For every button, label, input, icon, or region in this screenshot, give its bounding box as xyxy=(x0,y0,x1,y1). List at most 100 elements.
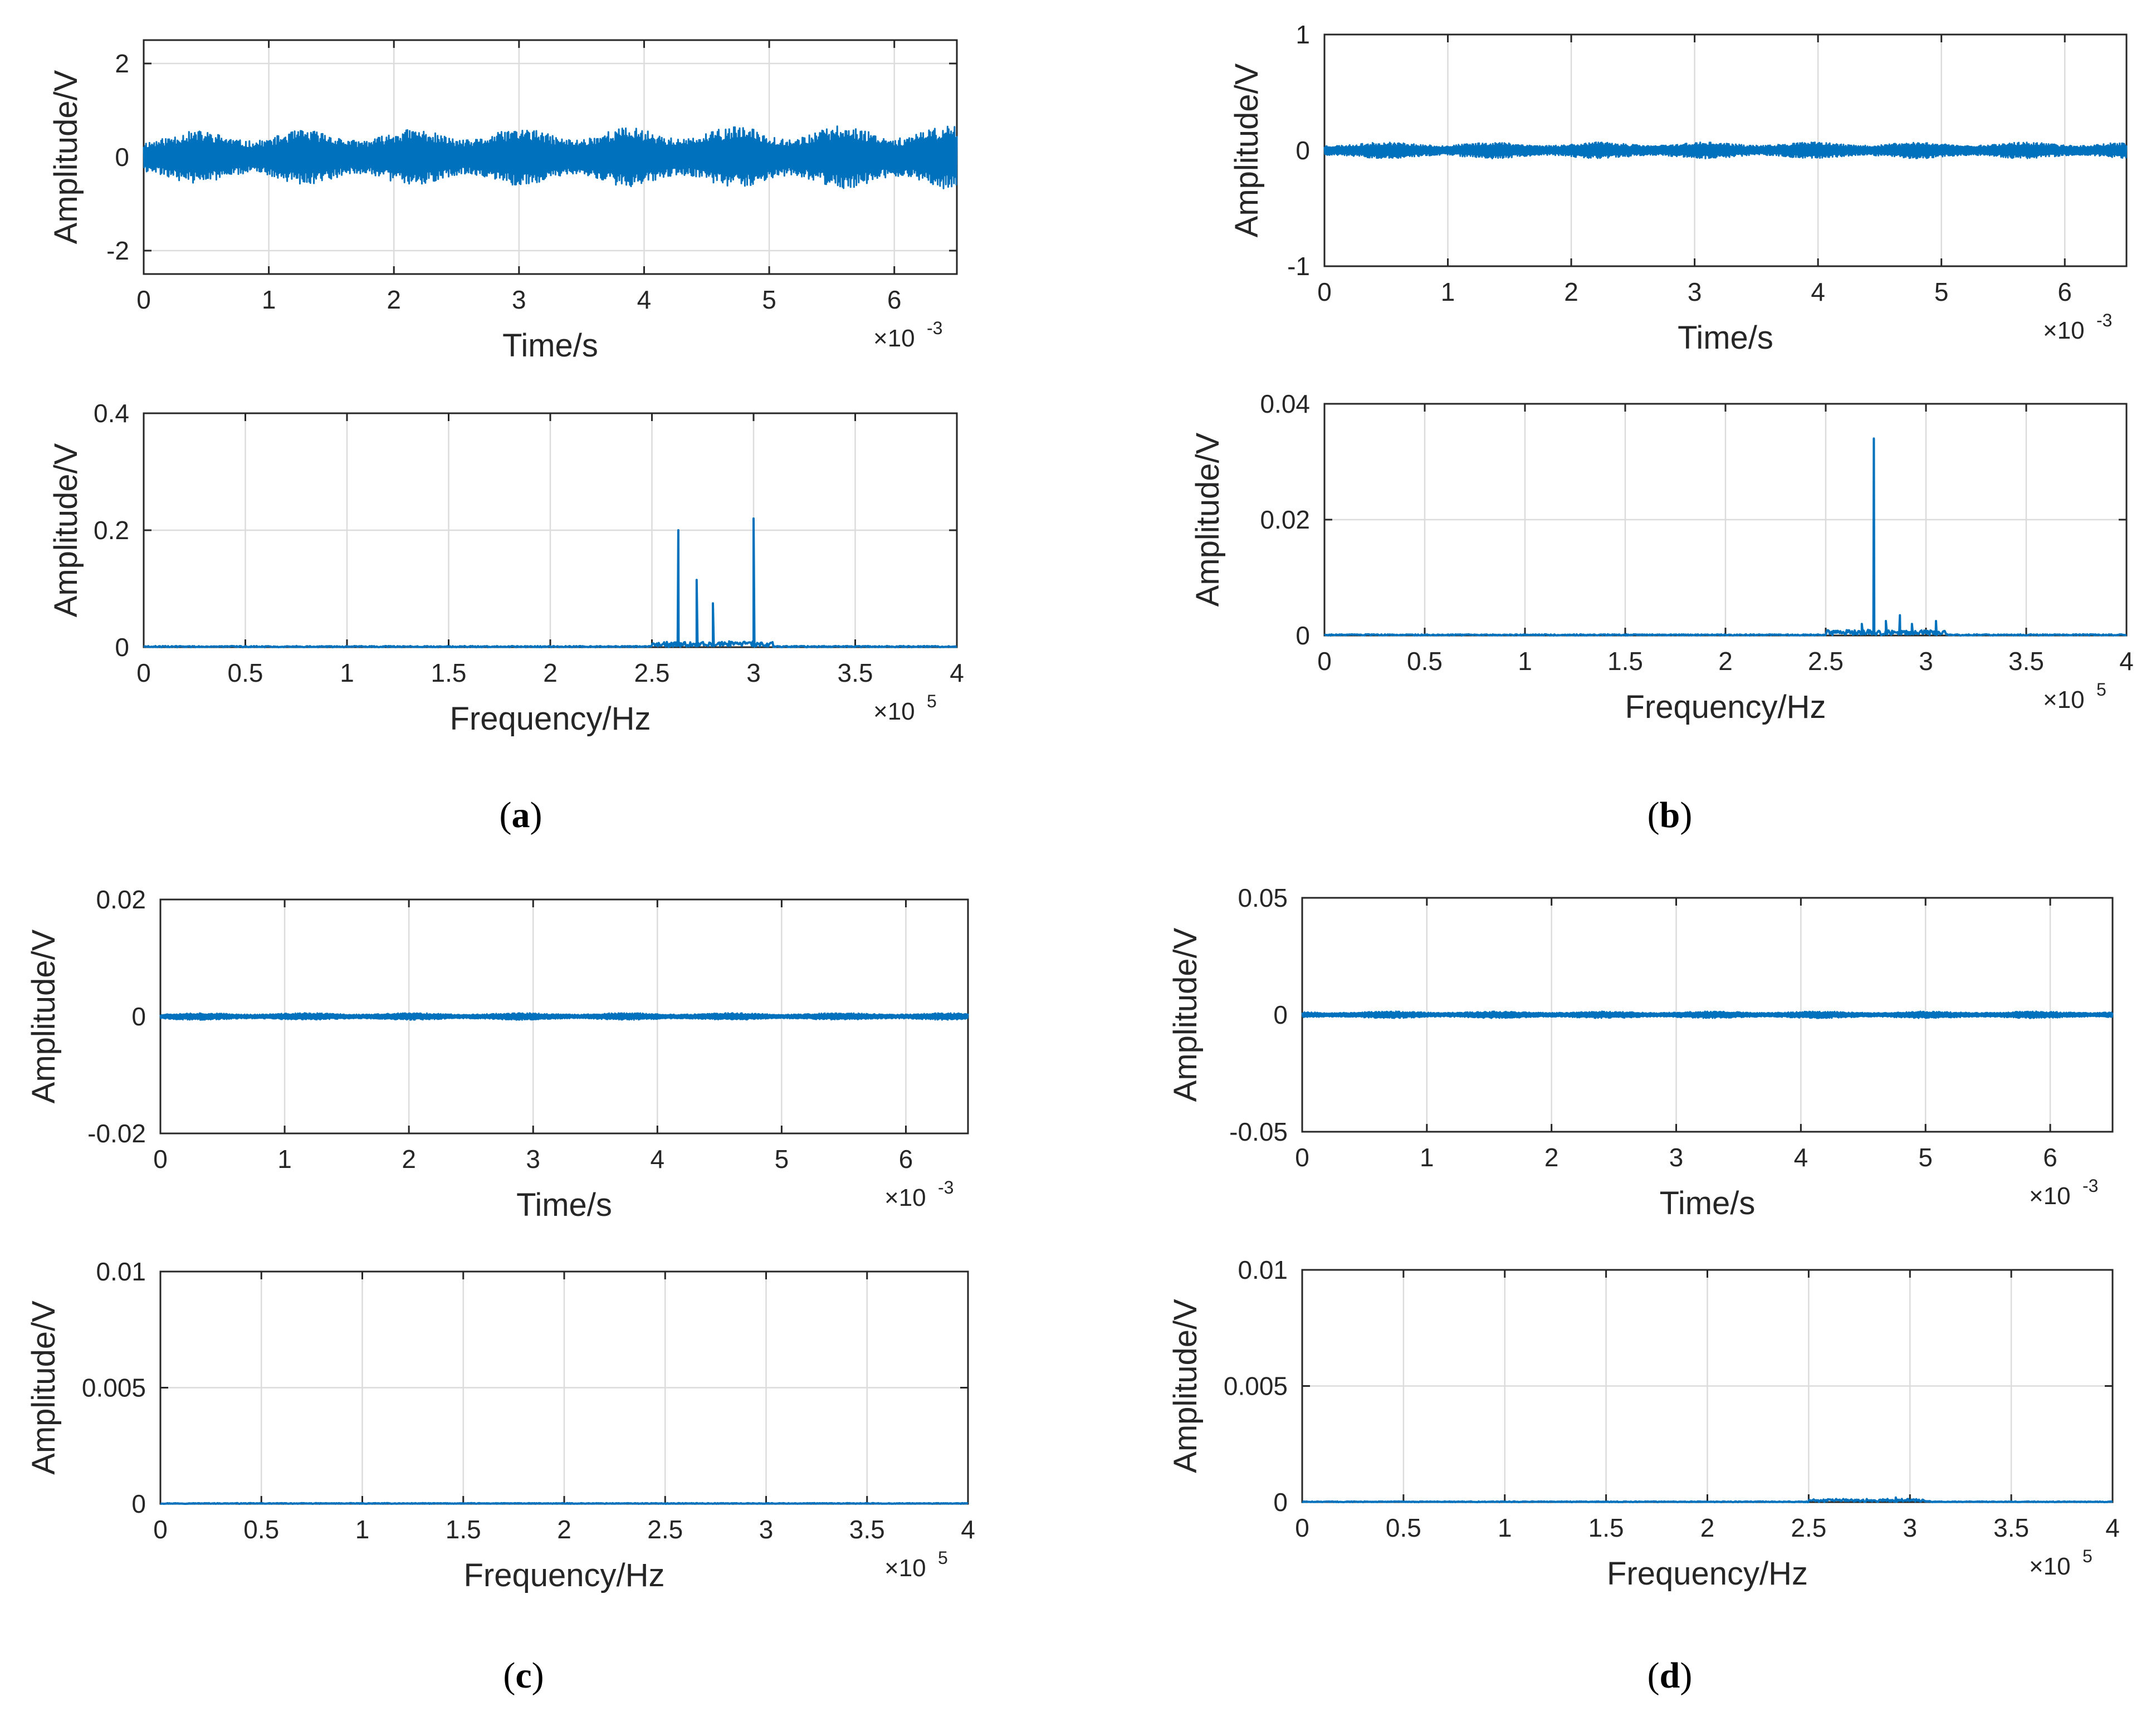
panel-caption: (b) xyxy=(1647,795,1693,835)
x-axis-multiplier-exponent: -3 xyxy=(927,318,942,338)
x-tick-label: 6 xyxy=(2057,277,2072,306)
x-tick-label: 3.5 xyxy=(838,658,873,687)
x-tick-label: 1.5 xyxy=(446,1515,481,1544)
x-axis-multiplier: ×10 xyxy=(884,1184,926,1211)
x-tick-label: 0 xyxy=(136,285,151,314)
x-tick-label: 3 xyxy=(1688,277,1702,306)
x-tick-label: 0 xyxy=(1295,1143,1309,1172)
x-axis-label: Frequency/Hz xyxy=(449,701,651,737)
x-axis-multiplier-exponent: 5 xyxy=(2096,679,2106,700)
panel-caption: (c) xyxy=(503,1655,544,1696)
y-tick-label: 0 xyxy=(1273,1000,1288,1029)
x-tick-label: 2.5 xyxy=(647,1515,683,1544)
x-axis-multiplier: ×10 xyxy=(2029,1553,2071,1580)
x-tick-label: 5 xyxy=(1934,277,1949,306)
x-axis-multiplier-exponent: -3 xyxy=(2082,1176,2098,1196)
y-axis-label: Amplitude/V xyxy=(1190,432,1226,607)
x-tick-label: 2 xyxy=(1718,647,1733,676)
frequency-domain-plot: 0 0.5 1 1.5 2 2.5 3 3.5 4 0 0.02 0.04 Frequency/Hz Am… xyxy=(1190,389,2134,725)
x-axis-multiplier: ×10 xyxy=(873,325,915,352)
y-tick-label: 0.01 xyxy=(1238,1255,1288,1284)
y-tick-label: 0 xyxy=(131,1002,146,1031)
x-tick-label: 1.5 xyxy=(431,658,467,687)
x-tick-label: 0 xyxy=(1295,1513,1309,1542)
x-tick-label: 1 xyxy=(262,285,276,314)
x-tick-label: 1 xyxy=(1498,1513,1512,1542)
x-axis-multiplier-exponent: 5 xyxy=(927,691,937,711)
x-tick-label: 0 xyxy=(136,658,151,687)
x-axis-multiplier: ×10 xyxy=(873,698,915,725)
x-tick-label: 3 xyxy=(1919,647,1933,676)
spectrum-line xyxy=(160,1502,969,1505)
y-tick-label: 0 xyxy=(115,633,129,662)
x-axis-multiplier: ×10 xyxy=(884,1554,926,1582)
y-tick-label: 0.05 xyxy=(1238,883,1288,912)
x-tick-label: 3 xyxy=(746,658,761,687)
panel-caption: (d) xyxy=(1647,1655,1693,1696)
x-axis-multiplier-exponent: 5 xyxy=(2082,1546,2093,1566)
x-tick-label: 3 xyxy=(1903,1513,1917,1542)
y-tick-label: 0.02 xyxy=(1260,505,1310,534)
x-axis-label: Frequency/Hz xyxy=(463,1557,664,1593)
x-tick-label: 5 xyxy=(1918,1143,1933,1172)
x-tick-label: 2 xyxy=(1700,1513,1715,1542)
x-axis-multiplier-exponent: -3 xyxy=(2096,310,2112,330)
spectrum-line xyxy=(1324,437,2127,637)
x-tick-label: 2 xyxy=(1544,1143,1559,1172)
x-tick-label: 1 xyxy=(1441,277,1455,306)
x-tick-label: 1 xyxy=(277,1145,292,1174)
x-tick-label: 1 xyxy=(355,1515,370,1544)
x-tick-label: 2.5 xyxy=(634,658,670,687)
x-tick-label: 0.5 xyxy=(228,658,263,687)
x-tick-label: 4 xyxy=(2105,1513,2120,1542)
y-tick-label: 0.01 xyxy=(96,1257,146,1286)
y-axis-label: Amplitude/V xyxy=(1229,63,1265,237)
x-tick-label: 2 xyxy=(1564,277,1578,306)
x-tick-label: 2 xyxy=(387,285,401,314)
x-axis-label: Time/s xyxy=(1678,320,1773,356)
y-axis-label: Amplitude/V xyxy=(48,70,84,244)
x-tick-label: 6 xyxy=(887,285,902,314)
x-tick-label: 3 xyxy=(759,1515,774,1544)
x-axis-label: Time/s xyxy=(516,1187,612,1223)
x-tick-label: 0.5 xyxy=(243,1515,279,1544)
y-tick-label: 0.4 xyxy=(94,399,129,428)
y-axis-label: Amplitude/V xyxy=(26,929,62,1103)
x-axis-label: Time/s xyxy=(1660,1185,1756,1221)
x-axis-multiplier: ×10 xyxy=(2043,686,2085,713)
x-tick-label: 2 xyxy=(543,658,558,687)
x-tick-label: 4 xyxy=(950,658,964,687)
x-tick-label: 2.5 xyxy=(1791,1513,1826,1542)
x-tick-label: 1 xyxy=(1420,1143,1434,1172)
x-tick-label: 1.5 xyxy=(1588,1513,1624,1542)
y-tick-label: -1 xyxy=(1287,252,1310,281)
x-axis-label: Frequency/Hz xyxy=(1625,689,1826,725)
y-tick-label: 0 xyxy=(115,143,129,172)
x-tick-label: 0 xyxy=(153,1515,168,1544)
x-tick-label: 0.5 xyxy=(1386,1513,1421,1542)
y-axis-label: Amplitude/V xyxy=(1167,927,1204,1102)
y-tick-label: 0 xyxy=(1295,136,1310,165)
y-tick-label: 0 xyxy=(131,1489,146,1518)
y-axis-label: Amplitude/V xyxy=(1167,1299,1204,1473)
x-tick-label: 4 xyxy=(2119,647,2134,676)
x-axis-multiplier-exponent: -3 xyxy=(938,1177,954,1197)
x-tick-label: 0 xyxy=(1317,277,1332,306)
x-tick-label: 3 xyxy=(526,1145,540,1174)
y-tick-label: -0.02 xyxy=(87,1119,146,1148)
y-tick-label: -2 xyxy=(106,236,129,265)
x-tick-label: 3 xyxy=(1669,1143,1684,1172)
y-tick-label: -0.05 xyxy=(1229,1117,1288,1146)
y-axis-label: Amplitude/V xyxy=(26,1301,62,1475)
x-tick-label: 6 xyxy=(899,1145,913,1174)
x-tick-label: 3.5 xyxy=(1993,1513,2029,1542)
x-tick-label: 3.5 xyxy=(2008,647,2044,676)
panel-caption: (a) xyxy=(500,795,542,835)
x-tick-label: 6 xyxy=(2043,1143,2057,1172)
y-axis-label: Amplitude/V xyxy=(48,443,84,617)
